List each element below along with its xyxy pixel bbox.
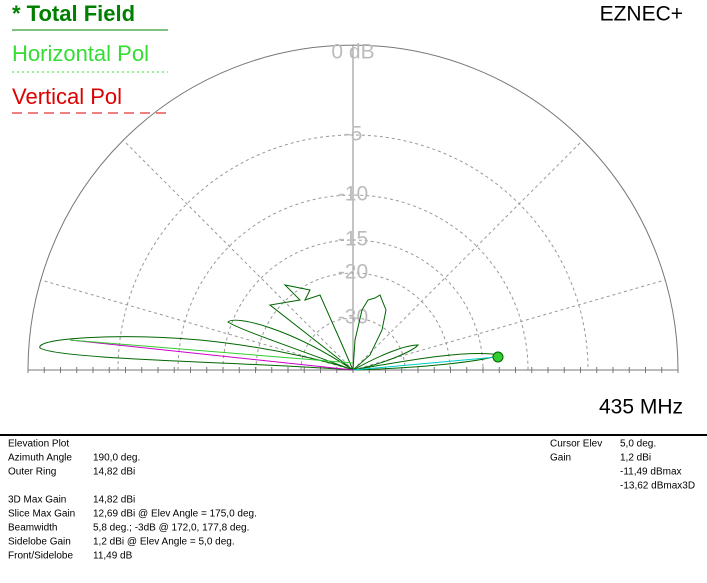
info-title: Elevation Plot: [8, 439, 69, 450]
pattern: [39, 284, 501, 372]
ring: [300, 317, 406, 371]
legend-label: Horizontal Pol: [12, 41, 149, 66]
info-label: Outer Ring: [8, 467, 56, 478]
ring-label: -15: [338, 228, 368, 251]
spoke: [40, 279, 354, 371]
legend-label: Vertical Pol: [12, 84, 122, 109]
info-value: 12,69 dBi @ Elev Angle = 175,0 deg.: [93, 509, 257, 520]
info-label: 3D Max Gain: [8, 495, 66, 506]
horizontal-pol: [352, 356, 498, 371]
total-field-lobe: [352, 294, 387, 372]
info-label: Gain: [550, 453, 571, 464]
ring-label: -30: [338, 306, 368, 329]
cursor: [492, 351, 504, 363]
info-value: 5,0 deg.: [620, 439, 656, 450]
info-value: 11,49 dB: [93, 551, 133, 562]
info-value: 5,8 deg.; -3dB @ 172,0, 177,8 deg.: [93, 523, 249, 534]
info-label: Azimuth Angle: [8, 453, 72, 464]
ring-label: -10: [338, 183, 368, 206]
info-value: -11,49 dBmax: [620, 467, 682, 478]
info-label: Slice Max Gain: [8, 509, 75, 520]
total-field-lobe: [39, 336, 354, 371]
ring: [177, 194, 529, 371]
info-value: 1,2 dBi: [620, 453, 651, 464]
spoke: [352, 139, 584, 371]
ring-label: -20: [338, 261, 368, 284]
spoke: [352, 279, 666, 371]
info-value: 14,82 dBi: [93, 467, 135, 478]
info-value: 1,2 dBi @ Elev Angle = 5,0 deg.: [93, 537, 235, 548]
total-field-lobe: [227, 319, 354, 371]
info-label: Beamwidth: [8, 523, 57, 534]
baseline-ticks: [27, 367, 679, 373]
grid: [27, 44, 679, 371]
legend-label: * Total Field: [12, 1, 135, 26]
frequency: 435 MHz: [599, 396, 683, 419]
spoke: [122, 139, 354, 371]
ring-label: -5: [344, 123, 363, 146]
horizontal-pol: [69, 339, 354, 364]
info-value: -13,62 dBmax3D: [620, 481, 695, 492]
info-label: Cursor Elev: [550, 439, 602, 450]
ring-label: 0 dB: [331, 41, 374, 64]
info-value: 14,82 dBi: [93, 495, 135, 506]
info: Azimuth Angle 190,0 deg. Outer Ring 14,82 d…: [8, 439, 695, 562]
total-field-lobe: [268, 284, 354, 371]
info-value: 190,0 deg.: [93, 453, 140, 464]
total-field-lobe: [352, 344, 420, 371]
info-label: Front/Sidelobe: [8, 551, 73, 562]
info-label: Sidelobe Gain: [8, 537, 71, 548]
vertical-pol: [69, 339, 354, 371]
brand: EZNEC+: [600, 3, 683, 26]
